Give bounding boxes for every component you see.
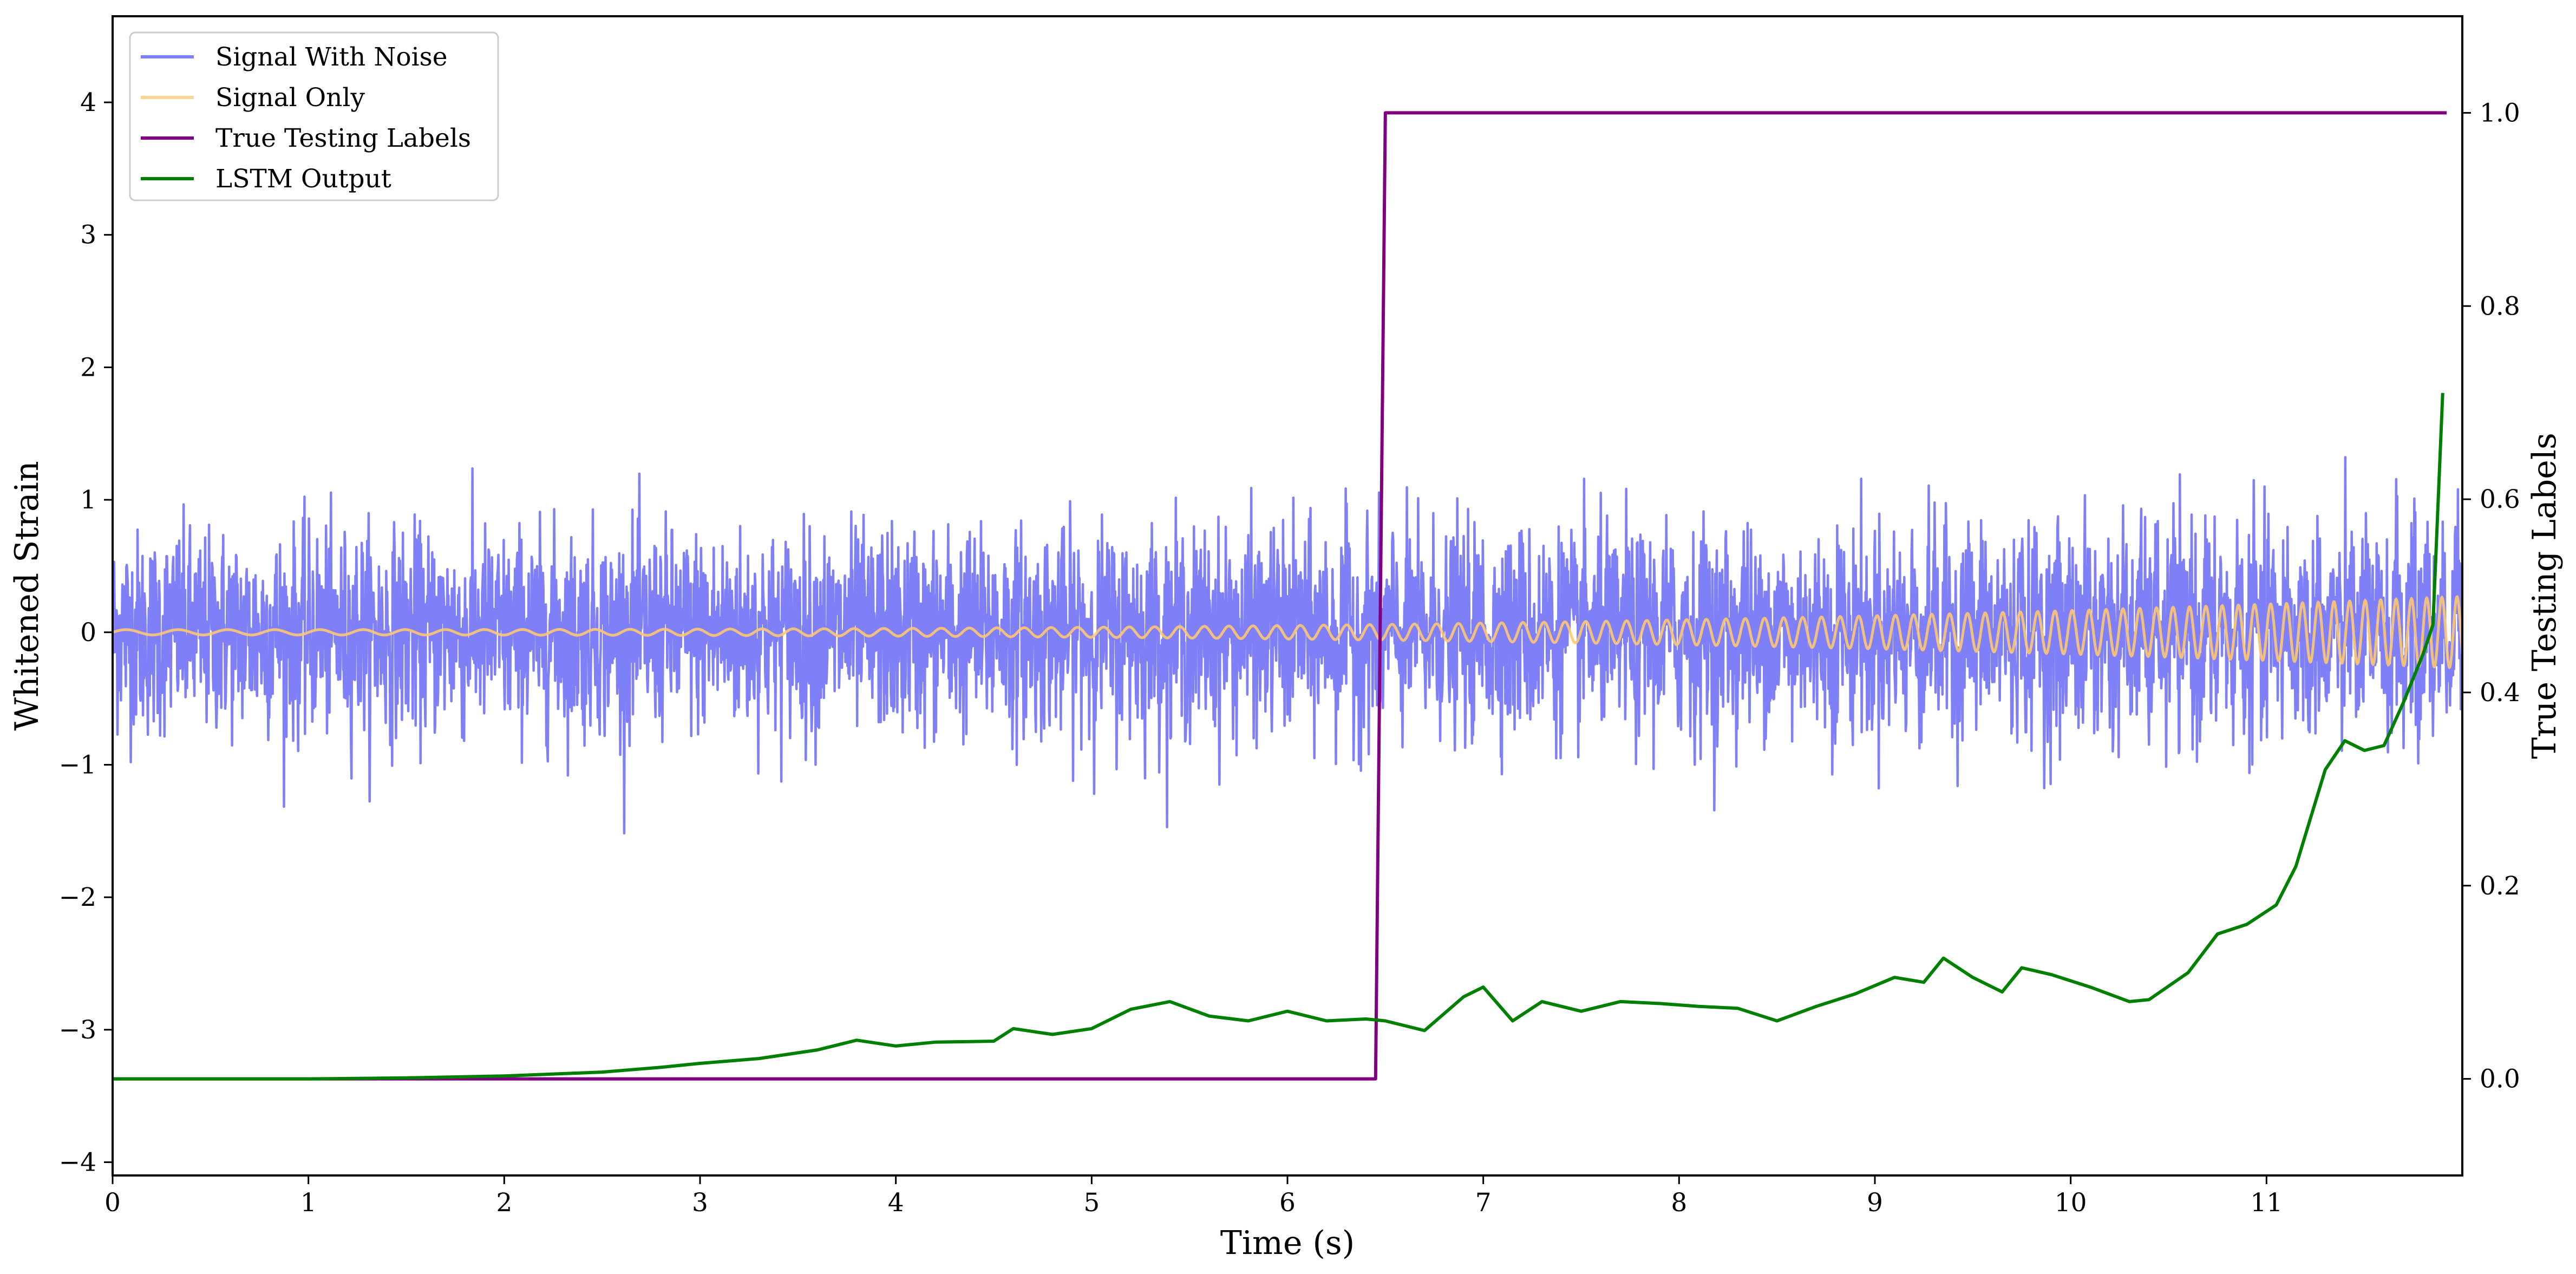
x-tick-label: 5 bbox=[1083, 1188, 1100, 1218]
y-axis-left: −4 −3 −2 −1 0 1 2 3 4 bbox=[59, 88, 113, 1178]
legend-box bbox=[129, 31, 499, 201]
y-tick-label: 4 bbox=[80, 88, 96, 117]
series-signal-only bbox=[113, 595, 2462, 670]
y-tick-label: −3 bbox=[59, 1015, 96, 1045]
x-axis-label: Time (s) bbox=[1220, 1224, 1355, 1262]
y-tick-label: 3 bbox=[80, 220, 96, 250]
y-right-tick-label: 0.2 bbox=[2480, 871, 2520, 901]
x-tick-label: 9 bbox=[1867, 1188, 1883, 1218]
y-right-tick-label: 0.0 bbox=[2480, 1064, 2520, 1094]
y-tick-label: 0 bbox=[80, 618, 96, 648]
series-true-testing-labels bbox=[113, 111, 2447, 1081]
y-tick-label: 1 bbox=[80, 485, 96, 515]
y-right-tick-label: 1.0 bbox=[2480, 98, 2520, 128]
y-tick-label: −2 bbox=[59, 883, 96, 912]
x-tick-label: 11 bbox=[2250, 1188, 2283, 1218]
x-tick-label: 2 bbox=[496, 1188, 512, 1218]
legend-entry: Signal Only bbox=[215, 83, 365, 113]
legend-entry: True Testing Labels bbox=[215, 123, 471, 153]
series-signal-with-noise bbox=[113, 456, 2462, 835]
x-tick-label: 0 bbox=[104, 1188, 121, 1218]
y-right-tick-label: 0.8 bbox=[2480, 291, 2520, 321]
series-lstm-output bbox=[113, 393, 2444, 1081]
x-tick-label: 7 bbox=[1475, 1188, 1492, 1218]
legend-entry: Signal With Noise bbox=[215, 42, 448, 72]
y-axis-right-label: True Testing Labels bbox=[2526, 433, 2564, 759]
y-axis-label: Whitened Strain bbox=[8, 461, 46, 730]
series-layer bbox=[113, 111, 2462, 1081]
legend-entry: LSTM Output bbox=[215, 164, 391, 194]
y-right-tick-label: 0.4 bbox=[2480, 678, 2520, 708]
x-tick-label: 1 bbox=[300, 1188, 317, 1218]
x-tick-label: 10 bbox=[2055, 1188, 2087, 1218]
y-tick-label: −1 bbox=[59, 750, 96, 780]
y-right-tick-label: 0.6 bbox=[2480, 485, 2520, 514]
x-tick-label: 8 bbox=[1671, 1188, 1687, 1218]
y-tick-label: −4 bbox=[59, 1148, 96, 1178]
x-tick-label: 4 bbox=[888, 1188, 904, 1218]
legend: Signal With Noise Signal Only True Testing… bbox=[129, 31, 499, 201]
y-axis-right: 0.0 0.2 0.4 0.6 0.8 1.0 bbox=[2462, 98, 2520, 1094]
y-tick-label: 2 bbox=[80, 352, 96, 382]
x-tick-label: 6 bbox=[1279, 1188, 1296, 1218]
x-tick-label: 3 bbox=[692, 1188, 708, 1218]
x-axis: 0 1 2 3 4 5 6 7 8 9 10 11 bbox=[104, 1175, 2283, 1218]
